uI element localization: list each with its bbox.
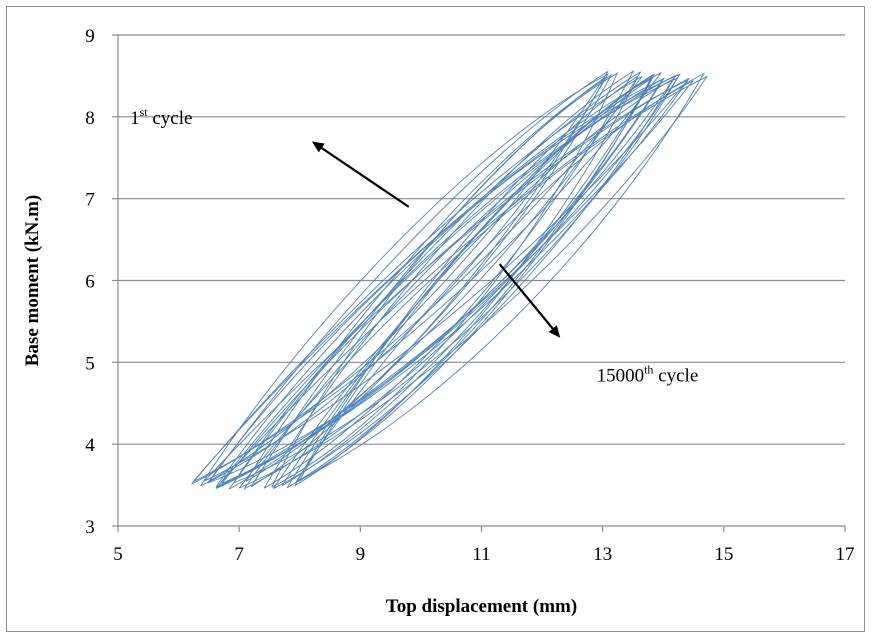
hysteresis-loop: [250, 76, 606, 488]
x-tick-label: 7: [234, 544, 244, 565]
y-tick-label: 4: [85, 435, 95, 456]
x-tick-label: 15: [714, 544, 733, 565]
hysteresis-loop: [263, 69, 635, 489]
arrow-shaft: [498, 263, 556, 332]
arrow-head: [548, 325, 561, 338]
x-axis-title: Top displacement (mm): [386, 596, 577, 617]
hysteresis-loop: [298, 73, 654, 482]
arrow-shaft: [318, 145, 410, 208]
hysteresis-loop: [200, 73, 609, 487]
x-tick-label: 5: [113, 544, 123, 565]
hysteresis-loop: [295, 72, 705, 482]
y-tick-label: 5: [85, 353, 95, 374]
y-tick-label: 6: [85, 272, 95, 293]
hysteresis-loop: [228, 71, 642, 490]
hysteresis-loop: [245, 73, 613, 482]
grid-lines: [118, 34, 845, 445]
hysteresis-loop: [243, 77, 666, 490]
hysteresis-loop: [281, 77, 653, 487]
axes: [112, 34, 846, 532]
hysteresis-loop: [294, 74, 640, 487]
hysteresis-loop: [215, 78, 664, 488]
tick-labels: 5 7 9 11 13 15 17 3 4 5 6 7 8 9: [85, 26, 854, 565]
hysteresis-loop: [209, 70, 609, 482]
x-tick-label: 11: [472, 544, 490, 565]
y-tick-label: 8: [85, 108, 95, 129]
x-tick-label: 17: [836, 544, 855, 565]
hysteresis-loop: [191, 76, 643, 485]
hysteresis-loop: [192, 72, 662, 483]
x-tick-label: 9: [356, 544, 366, 565]
y-axis-title: Base moment (kN.m): [22, 195, 43, 367]
x-tick-label: 13: [593, 544, 612, 565]
annotation-arrows: [311, 141, 561, 338]
hysteresis-loop: [238, 75, 709, 489]
annotations: 1st cycle 15000th cycle: [130, 105, 698, 387]
y-tick-label: 9: [85, 26, 95, 47]
chart-frame: [6, 6, 865, 632]
hysteresis-loop: [204, 77, 690, 482]
y-tick-label: 3: [85, 517, 95, 538]
annotation-label: 15000th cycle: [597, 363, 699, 387]
hysteresis-loop: [207, 73, 681, 484]
hysteresis-loop: [215, 80, 694, 489]
hysteresis-loops: [191, 69, 709, 490]
annotation-label: 1st cycle: [130, 105, 192, 129]
arrow-head: [311, 141, 325, 153]
hysteresis-loop: [271, 72, 618, 488]
y-tick-label: 7: [85, 190, 95, 211]
hysteresis-loop: [221, 78, 690, 484]
